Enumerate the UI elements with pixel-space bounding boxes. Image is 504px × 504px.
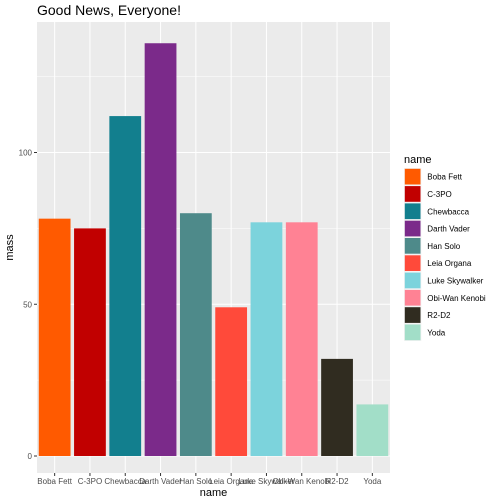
y-tick-label: 0 — [28, 452, 33, 461]
bar-leia-organa — [215, 307, 248, 457]
bar-luke-skywalker — [250, 222, 283, 457]
legend-swatch — [404, 203, 421, 220]
x-axis-title: name — [200, 487, 228, 499]
bar-darth-vader — [144, 43, 177, 457]
x-tick-label: Yoda — [363, 477, 382, 486]
x-tick-label: Darth Vader — [139, 477, 182, 486]
legend-swatch — [404, 186, 421, 202]
bar-c-3po — [74, 228, 106, 457]
legend: name Boba Fett C-3PO Chewbacca Darth Vader H… — [404, 154, 486, 341]
x-tick-label: Obi-Wan Kenobi — [273, 477, 332, 486]
legend-swatch — [404, 289, 421, 306]
bar-r2-d2 — [321, 358, 353, 457]
legend-swatch — [404, 220, 421, 237]
bar-obi-wan-kenobi — [285, 222, 318, 457]
x-tick-label: Han Solo — [179, 477, 212, 486]
x-tick-label: C-3PO — [78, 477, 102, 486]
legend-label: Han Solo — [427, 242, 460, 251]
y-tick-label: 50 — [23, 300, 32, 309]
legend-label: Chewbacca — [427, 207, 469, 216]
x-tick-label: Leia Organa — [209, 477, 254, 486]
legend-label: Luke Skywalker — [427, 276, 483, 285]
legend-swatch — [404, 255, 421, 271]
legend-swatch — [404, 238, 421, 254]
legend-label: Yoda — [427, 328, 446, 337]
legend-label: C-3PO — [427, 190, 451, 199]
legend-label: Leia Organa — [427, 259, 472, 268]
legend-label: R2-D2 — [427, 311, 451, 320]
legend-label: Boba Fett — [427, 173, 462, 182]
legend-swatch — [404, 307, 421, 323]
x-tick-label: Luke Skywalker — [238, 477, 294, 486]
bar-han-solo — [179, 213, 212, 457]
legend-title: name — [404, 154, 432, 166]
bar-yoda — [356, 404, 389, 457]
legend-swatch — [404, 324, 421, 341]
y-axis-title: mass — [4, 234, 16, 261]
x-tick-label: Boba Fett — [37, 477, 72, 486]
bars — [38, 43, 389, 457]
x-tick-label: R2-D2 — [325, 477, 349, 486]
bar-boba-fett — [38, 218, 71, 457]
bar-chewbacca — [109, 116, 142, 457]
legend-swatch — [404, 272, 421, 289]
legend-label: Darth Vader — [427, 225, 470, 234]
x-tick-label: Chewbacca — [104, 477, 146, 486]
legend-label: Obi-Wan Kenobi — [427, 294, 486, 303]
chart-title: Good News, Everyone! — [37, 2, 181, 18]
legend-swatch — [404, 168, 421, 185]
y-axis: 0 50 100 — [19, 149, 37, 461]
y-tick-label: 100 — [19, 149, 33, 158]
